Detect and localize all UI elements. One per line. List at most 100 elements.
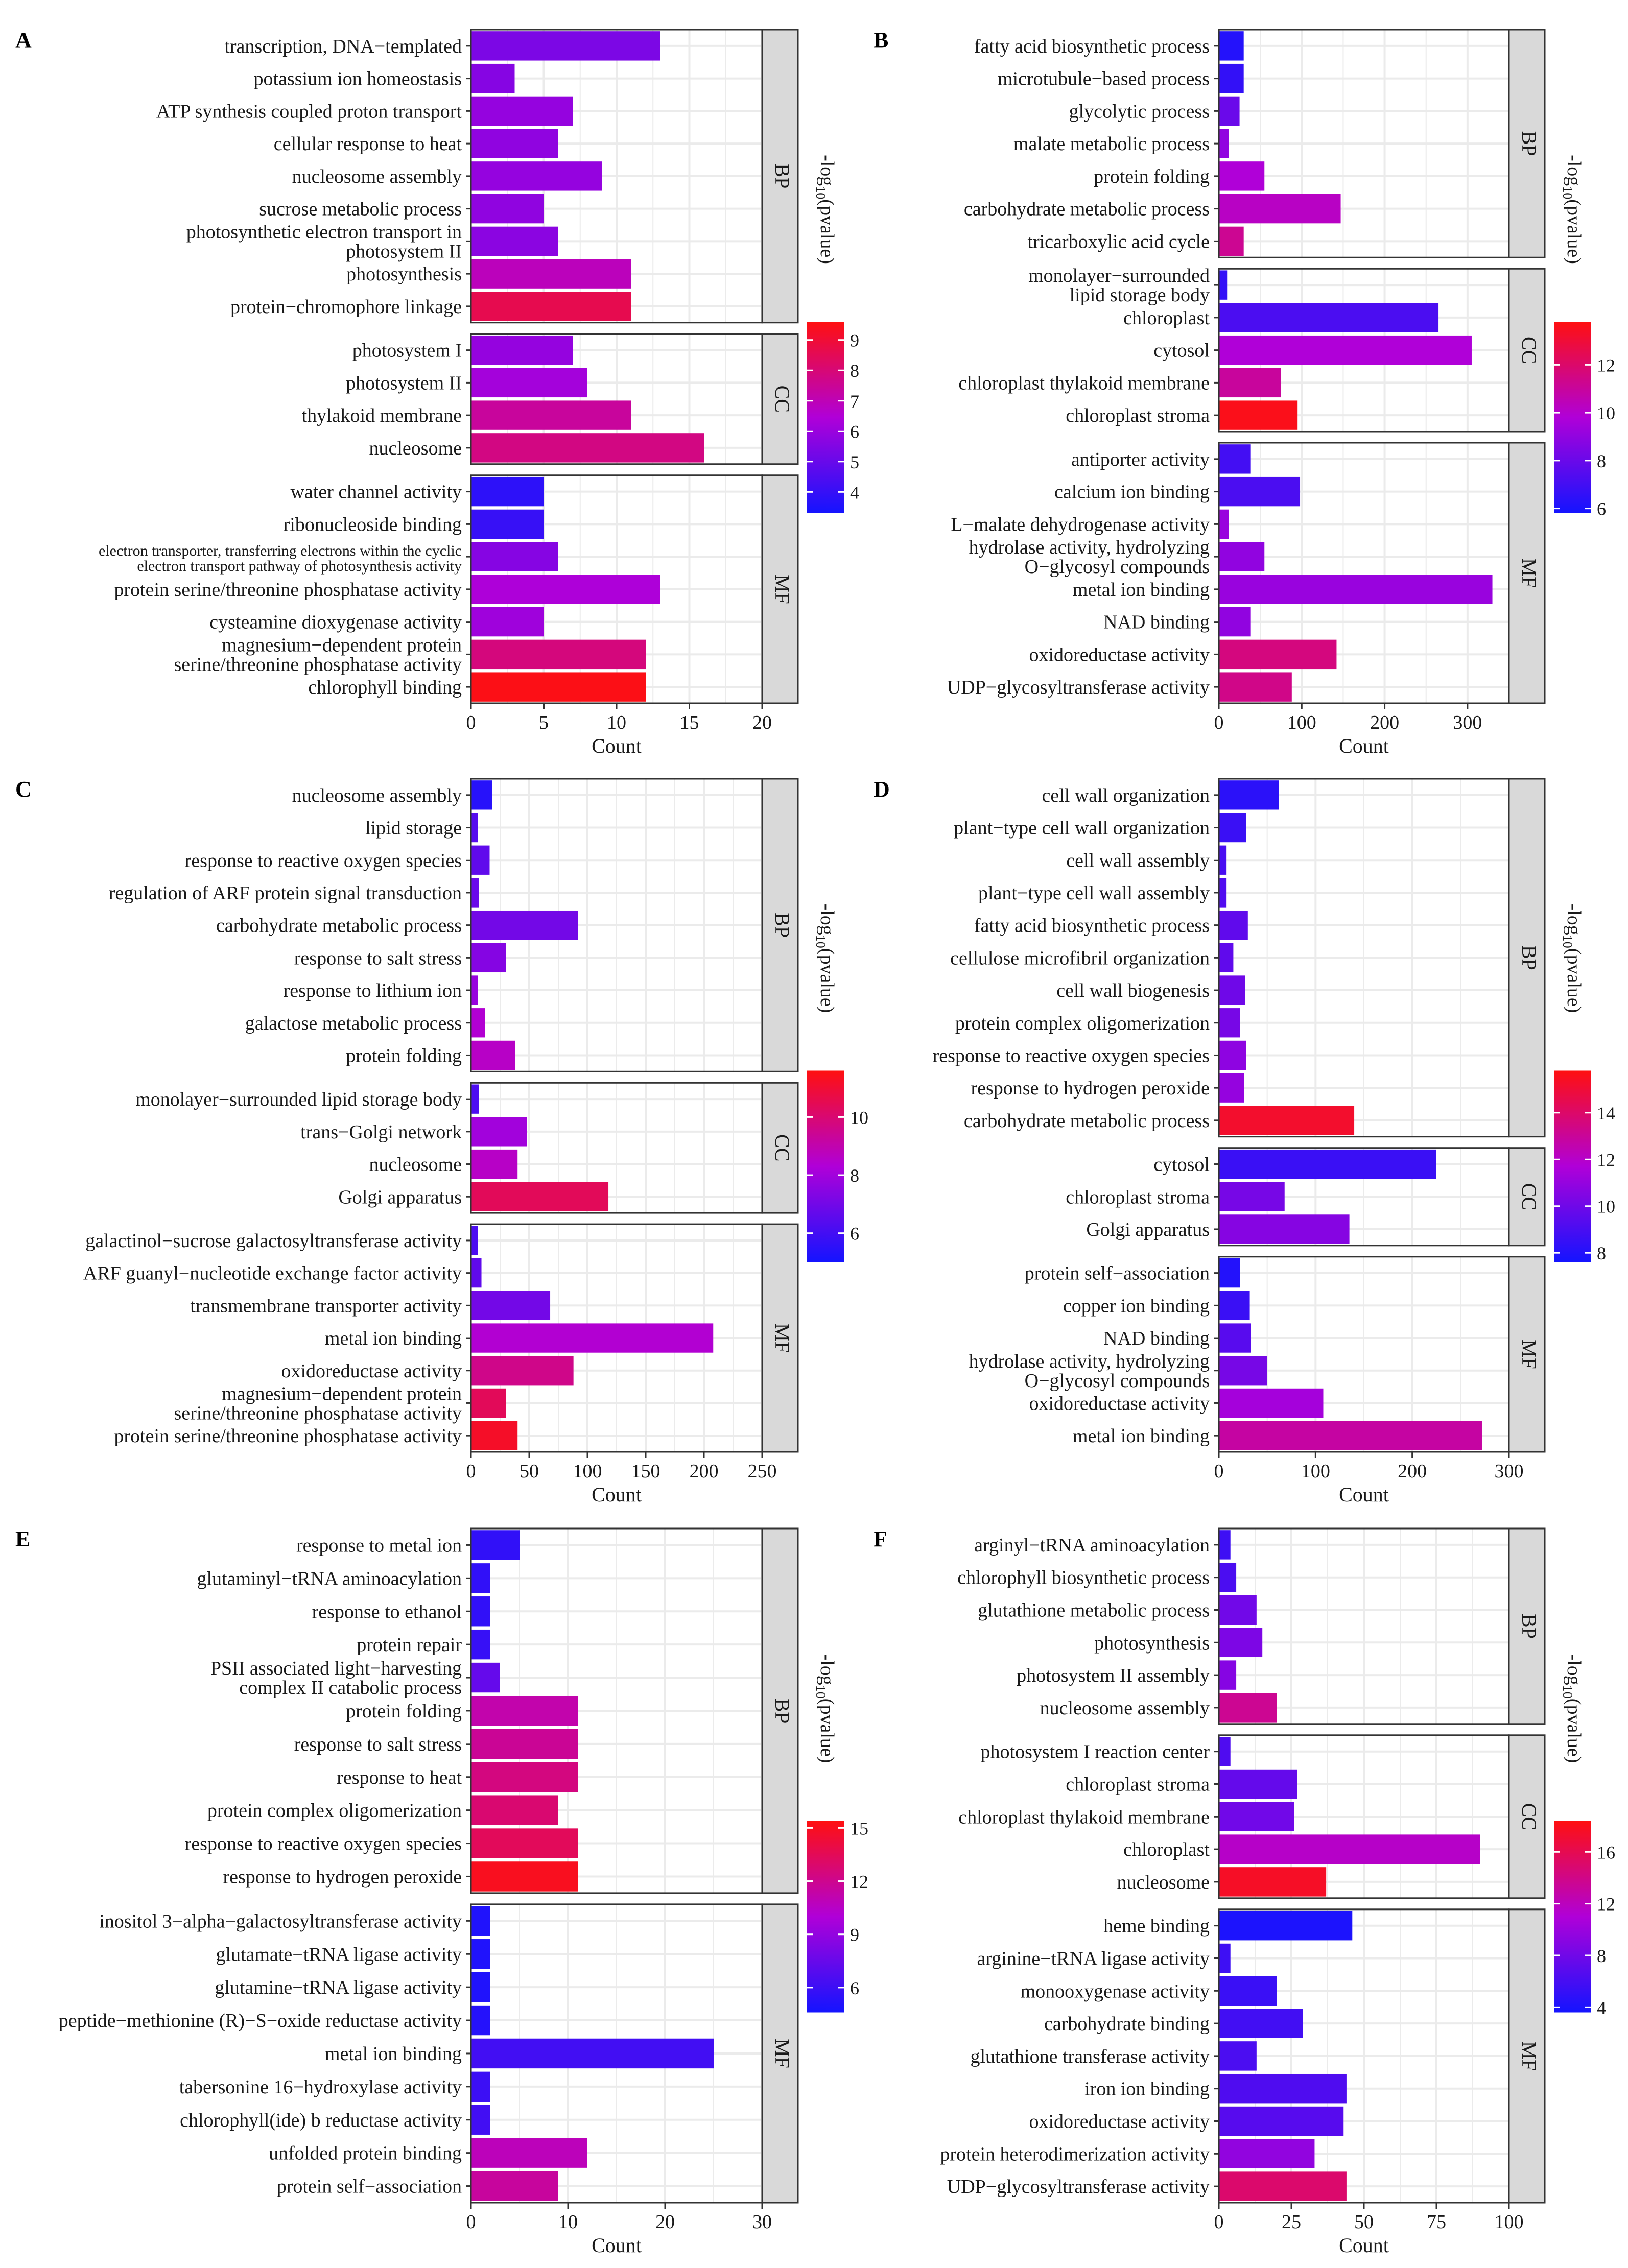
x-tick-label: 300 — [1495, 1461, 1524, 1482]
legend-tick-label: 12 — [1597, 355, 1615, 375]
category-label: monolayer−surrounded lipid storage body — [135, 1089, 462, 1110]
category-label: L−malate dehydrogenase activity — [951, 514, 1210, 535]
x-axis-title: Count — [592, 734, 642, 757]
color-legend: 4 8 12 16 -log10(pvalue) — [1554, 1654, 1615, 2018]
category-label: photosystem II — [346, 372, 462, 394]
category-label: nucleosome — [1117, 1872, 1210, 1893]
bar — [471, 1323, 714, 1353]
x-axis: 0 10 20 30 Count — [466, 2203, 772, 2257]
category-label: ATP synthesis coupled proton transport — [156, 101, 462, 122]
legend-tick-label: 10 — [1597, 1197, 1615, 1217]
panel-label: B — [874, 28, 888, 53]
bar — [471, 2171, 558, 2201]
category-label: metal ion binding — [325, 2043, 462, 2065]
category-label: sucrose metabolic process — [259, 199, 462, 220]
legend-tick-label: 12 — [1597, 1150, 1615, 1170]
legend-tick-label: 15 — [850, 1818, 868, 1839]
category-label: potassium ion homeostasis — [254, 68, 462, 90]
category-label: cysteamine dioxygenase activity — [209, 612, 462, 633]
category-label: oxidoreductase activity — [1029, 2111, 1210, 2133]
category-label: glutathione transferase activity — [971, 2046, 1210, 2067]
bar — [471, 509, 544, 539]
bar — [471, 1563, 490, 1593]
x-axis-title: Count — [1339, 734, 1389, 757]
legend-colorbar — [1554, 322, 1591, 513]
category-label: plant−type cell wall organization — [954, 818, 1210, 839]
bar — [471, 1258, 482, 1288]
category-label: plant−type cell wall assembly — [978, 882, 1210, 904]
bar — [1219, 96, 1240, 126]
bar — [1219, 1530, 1231, 1560]
facet-strip-label: MF — [1518, 558, 1541, 588]
bar — [471, 476, 544, 507]
legend-colorbar — [1554, 1821, 1591, 2013]
bar — [1219, 1040, 1246, 1070]
bar — [1219, 607, 1251, 637]
bar — [1219, 1106, 1355, 1135]
bar — [471, 1972, 490, 2002]
color-legend: 8 10 12 14 -log10(pvalue) — [1554, 904, 1615, 1263]
x-tick-label: 15 — [680, 712, 699, 733]
category-label: photosynthesis — [1094, 1632, 1210, 1654]
bar — [471, 259, 631, 289]
color-legend: 4 5 6 7 8 9 -log10(pvalue) — [807, 155, 859, 513]
category-label: glutamine−tRNA ligase activity — [215, 1977, 462, 1998]
legend-tick-label: 9 — [850, 330, 859, 351]
category-label: response to reactive oxygen species — [185, 850, 462, 871]
category-label: UDP−glycosyltransferase activity — [947, 677, 1210, 698]
x-tick-label: 200 — [690, 1461, 719, 1482]
legend-tick-label: 8 — [850, 1165, 859, 1186]
category-label: regulation of ARF protein signal transdu… — [109, 882, 462, 904]
bar — [1219, 226, 1244, 256]
facet-BP: fatty acid biosynthetic process microtubu… — [964, 29, 1546, 258]
category-label: heme binding — [1103, 1916, 1210, 1937]
bar — [1219, 1595, 1257, 1625]
bar — [1219, 943, 1234, 973]
category-label: magnesium−dependent protein serine/threon… — [174, 634, 462, 675]
bar — [471, 96, 573, 126]
color-legend: 6 8 10 -log10(pvalue) — [807, 904, 868, 1262]
bar — [1219, 1562, 1237, 1592]
bar — [471, 1662, 500, 1693]
category-label: protein repair — [357, 1634, 462, 1656]
bar — [471, 2005, 490, 2036]
category-label: protein serine/threonine phosphatase act… — [114, 579, 462, 601]
bar — [1219, 1323, 1251, 1353]
legend-title: -log10(pvalue) — [813, 155, 838, 264]
category-label: protein folding — [1094, 166, 1210, 187]
category-label: metal ion binding — [1073, 1425, 1210, 1447]
bar — [1219, 335, 1472, 365]
bar — [471, 910, 578, 940]
x-tick-label: 10 — [558, 2211, 578, 2233]
facet-CC: photosystem I reaction center chloroplast… — [958, 1734, 1546, 1899]
bar — [471, 813, 478, 843]
legend-title: -log10(pvalue) — [1560, 155, 1585, 264]
legend-colorbar — [807, 1070, 844, 1262]
bar — [471, 226, 558, 256]
bar — [471, 1182, 609, 1211]
category-label: response to reactive oxygen species — [185, 1833, 462, 1855]
panel-label: D — [874, 777, 890, 802]
category-label: glycolytic process — [1069, 101, 1210, 122]
bar — [471, 780, 492, 810]
category-label: galactinol−sucrose galactosyltransferase… — [85, 1230, 462, 1252]
x-axis: 0 100 200 300 Count — [1214, 703, 1482, 757]
category-label: photosystem I — [352, 340, 462, 362]
x-tick-label: 100 — [1287, 712, 1316, 733]
category-label: chlorophyll binding — [308, 677, 462, 698]
x-axis: 0 5 10 15 20 Count — [466, 703, 772, 757]
x-tick-label: 50 — [1354, 2211, 1374, 2233]
facet-CC: monolayer−surrounded lipid storage body t… — [135, 1082, 799, 1214]
facet-CC: photosystem I photosystem II thylakoid mem… — [302, 333, 799, 465]
facet-strip — [761, 29, 799, 324]
legend-tick-label: 12 — [850, 1872, 868, 1892]
category-label: nucleosome assembly — [1040, 1698, 1210, 1719]
facet-MF: protein self−association copper ion bindi… — [969, 1256, 1546, 1453]
bar — [471, 368, 587, 398]
bar — [471, 1906, 490, 1936]
color-legend: 6 8 10 12 -log10(pvalue) — [1554, 155, 1615, 519]
facet-strip — [1508, 1147, 1546, 1247]
